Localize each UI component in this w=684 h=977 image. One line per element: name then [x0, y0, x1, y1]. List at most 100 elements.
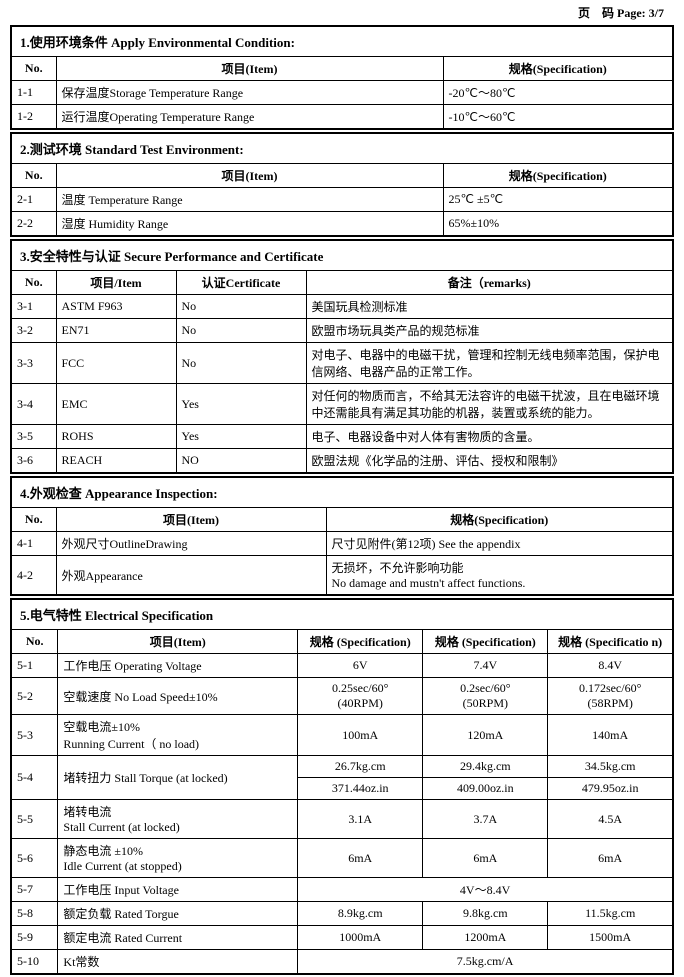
cell-item: 堵转扭力 Stall Torque (at locked): [58, 756, 298, 800]
cell-remarks: 欧盟市场玩具类产品的规范标准: [306, 319, 673, 343]
table-row: 5-8额定负载 Rated Torgue8.9kg.cm9.8kg.cm11.5…: [11, 902, 673, 926]
cell-spec: 34.5kg.cm: [548, 756, 673, 778]
cell-no: 5-2: [11, 678, 58, 715]
table-row: 5-3空载电流±10% Running Current（ no load)100…: [11, 715, 673, 756]
section-3-title: 3.安全特性与认证 Secure Performance and Certifi…: [11, 240, 673, 271]
cell-spec: 1000mA: [298, 926, 423, 950]
cell-spec: 1200mA: [423, 926, 548, 950]
table-row: 1-1保存温度Storage Temperature Range-20℃～80℃: [11, 81, 673, 105]
cell-no: 3-1: [11, 295, 56, 319]
cell-no: 3-2: [11, 319, 56, 343]
cell-spec: 25℃ ±5℃: [443, 188, 673, 212]
s2-h-item: 项目(Item): [56, 164, 443, 188]
cell-no: 4-1: [11, 532, 56, 556]
cell-item: 空载速度 No Load Speed±10%: [58, 678, 298, 715]
cell-cert: Yes: [176, 425, 306, 449]
cell-spec: 7.5kg.cm/A: [298, 950, 673, 975]
cell-spec: 4.5A: [548, 800, 673, 839]
cell-spec: 9.8kg.cm: [423, 902, 548, 926]
cell-spec: 3.7A: [423, 800, 548, 839]
table-row: 2-2湿度 Humidity Range65%±10%: [11, 212, 673, 237]
s3-h-remarks: 备注（remarks): [306, 271, 673, 295]
cell-spec: 6mA: [298, 839, 423, 878]
section-5-title: 5.电气特性 Electrical Specification: [11, 599, 673, 630]
cell-spec: 6mA: [548, 839, 673, 878]
cell-no: 1-1: [11, 81, 56, 105]
table-row: 3-2EN71No欧盟市场玩具类产品的规范标准: [11, 319, 673, 343]
cell-no: 5-5: [11, 800, 58, 839]
cell-spec: 100mA: [298, 715, 423, 756]
section-2-table: 2.测试环境 Standard Test Environment: No. 项目…: [10, 132, 674, 237]
cell-remarks: 美国玩具检测标准: [306, 295, 673, 319]
s5-h-item: 项目(Item): [58, 630, 298, 654]
cell-item: ROHS: [56, 425, 176, 449]
section-4-title: 4.外观检查 Appearance Inspection:: [11, 477, 673, 508]
cell-spec: 140mA: [548, 715, 673, 756]
cell-no: 5-1: [11, 654, 58, 678]
cell-cert: No: [176, 295, 306, 319]
table-row: 5-7工作电压 Input Voltage4V～8.4V: [11, 878, 673, 902]
cell-spec: 0.25sec/60° (40RPM): [298, 678, 423, 715]
cell-no: 2-2: [11, 212, 56, 237]
cell-no: 4-2: [11, 556, 56, 596]
table-row: 5-5堵转电流 Stall Current (at locked)3.1A3.7…: [11, 800, 673, 839]
cell-item: EN71: [56, 319, 176, 343]
cell-no: 5-6: [11, 839, 58, 878]
cell-spec: 尺寸见附件(第12项) See the appendix: [326, 532, 673, 556]
cell-spec: 3.1A: [298, 800, 423, 839]
table-row: 5-2空载速度 No Load Speed±10%0.25sec/60° (40…: [11, 678, 673, 715]
cell-spec: 0.172sec/60° (58RPM): [548, 678, 673, 715]
cell-spec: 29.4kg.cm: [423, 756, 548, 778]
cell-spec: 7.4V: [423, 654, 548, 678]
s3-h-no: No.: [11, 271, 56, 295]
s5-h-spec3: 规格 (Specificatio n): [548, 630, 673, 654]
section-1-title: 1.使用环境条件 Apply Environmental Condition:: [11, 26, 673, 57]
s3-h-cert: 认证Certificate: [176, 271, 306, 295]
cell-remarks: 欧盟法规《化学品的注册、评估、授权和限制》: [306, 449, 673, 474]
cell-spec: 8.9kg.cm: [298, 902, 423, 926]
s2-h-no: No.: [11, 164, 56, 188]
cell-cert: Yes: [176, 384, 306, 425]
cell-item: 保存温度Storage Temperature Range: [56, 81, 443, 105]
table-row: 5-6静态电流 ±10% Idle Current (at stopped)6m…: [11, 839, 673, 878]
cell-item: 堵转电流 Stall Current (at locked): [58, 800, 298, 839]
cell-no: 3-4: [11, 384, 56, 425]
cell-item: 空载电流±10% Running Current（ no load): [58, 715, 298, 756]
table-row: 3-6REACHNO欧盟法规《化学品的注册、评估、授权和限制》: [11, 449, 673, 474]
cell-spec: 6mA: [423, 839, 548, 878]
cell-spec: 11.5kg.cm: [548, 902, 673, 926]
table-row: 5-4堵转扭力 Stall Torque (at locked)26.7kg.c…: [11, 756, 673, 778]
cell-item: EMC: [56, 384, 176, 425]
cell-item: FCC: [56, 343, 176, 384]
cell-item: 额定电流 Rated Current: [58, 926, 298, 950]
table-row: 5-10Kt常数7.5kg.cm/A: [11, 950, 673, 975]
s1-h-item: 项目(Item): [56, 57, 443, 81]
s4-h-no: No.: [11, 508, 56, 532]
cell-no: 5-4: [11, 756, 58, 800]
cell-item: 额定负载 Rated Torgue: [58, 902, 298, 926]
cell-spec: 8.4V: [548, 654, 673, 678]
cell-cert: No: [176, 319, 306, 343]
section-5-table: 5.电气特性 Electrical Specification No. 项目(I…: [10, 598, 674, 975]
cell-item: Kt常数: [58, 950, 298, 975]
section-1-table: 1.使用环境条件 Apply Environmental Condition: …: [10, 25, 674, 130]
table-row: 5-1工作电压 Operating Voltage6V7.4V8.4V: [11, 654, 673, 678]
table-row: 3-5ROHSYes电子、电器设备中对人体有害物质的含量。: [11, 425, 673, 449]
cell-item: 温度 Temperature Range: [56, 188, 443, 212]
cell-spec: 1500mA: [548, 926, 673, 950]
cell-no: 5-7: [11, 878, 58, 902]
s2-h-spec: 规格(Specification): [443, 164, 673, 188]
s1-h-spec: 规格(Specification): [443, 57, 673, 81]
cell-spec: 371.44oz.in: [298, 778, 423, 800]
table-row: 4-2外观Appearance无损坏，不允许影响功能 No damage and…: [11, 556, 673, 596]
table-row: 3-1ASTM F963No美国玩具检测标准: [11, 295, 673, 319]
cell-no: 5-9: [11, 926, 58, 950]
s3-h-item: 项目/Item: [56, 271, 176, 295]
cell-item: 工作电压 Operating Voltage: [58, 654, 298, 678]
s4-h-spec: 规格(Specification): [326, 508, 673, 532]
cell-item: 湿度 Humidity Range: [56, 212, 443, 237]
cell-no: 3-5: [11, 425, 56, 449]
cell-remarks: 电子、电器设备中对人体有害物质的含量。: [306, 425, 673, 449]
section-4-table: 4.外观检查 Appearance Inspection: No. 项目(Ite…: [10, 476, 674, 596]
section-3-table: 3.安全特性与认证 Secure Performance and Certifi…: [10, 239, 674, 474]
